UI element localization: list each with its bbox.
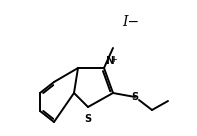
Text: I−: I− bbox=[123, 15, 139, 29]
Text: N: N bbox=[106, 56, 115, 66]
Text: S: S bbox=[85, 114, 92, 124]
Text: +: + bbox=[111, 55, 117, 64]
Text: S: S bbox=[131, 92, 138, 102]
